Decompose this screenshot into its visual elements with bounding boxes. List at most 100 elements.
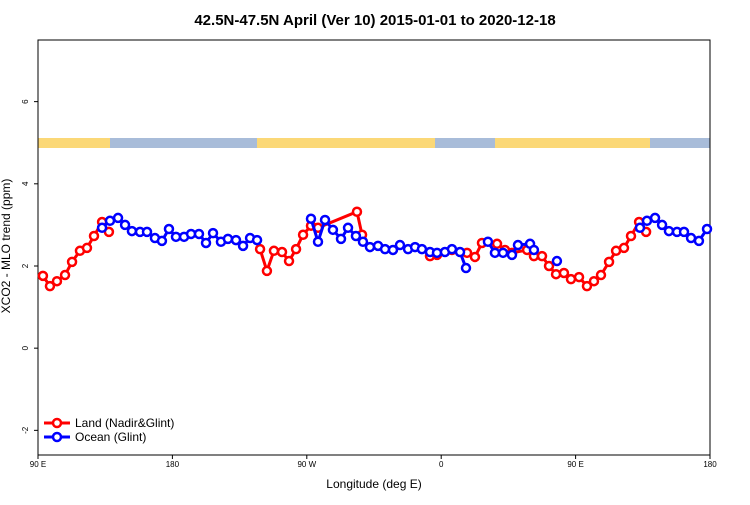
x-tick-label: 180 <box>703 460 717 469</box>
data-point <box>634 222 646 234</box>
data-point <box>551 255 563 267</box>
data-point <box>565 273 577 285</box>
data-point <box>312 236 324 247</box>
data-point <box>297 229 309 241</box>
data-point <box>394 239 406 251</box>
legend-label: Land (Nadir&Glint) <box>75 416 174 430</box>
data-point <box>319 214 331 226</box>
data-point <box>163 223 175 235</box>
data-point <box>506 249 518 261</box>
data-point <box>678 226 690 238</box>
data-point <box>454 246 466 258</box>
strip-ocean <box>435 138 495 148</box>
data-point <box>595 269 607 281</box>
legend-marker <box>51 417 63 429</box>
data-point <box>305 213 317 224</box>
strip-land <box>38 138 110 148</box>
x-tick-label: 0 <box>439 460 444 469</box>
data-point <box>416 243 428 255</box>
legend-marker <box>51 431 63 443</box>
data-point <box>283 255 295 267</box>
data-point <box>59 269 71 281</box>
land-ocean-strip <box>38 138 710 148</box>
plot-frame <box>37 39 711 456</box>
data-point <box>230 234 242 246</box>
data-point <box>193 228 205 240</box>
data-point <box>357 236 369 247</box>
data-point <box>460 262 472 274</box>
data-point <box>693 235 705 247</box>
y-tick-label: 0 <box>21 345 30 350</box>
data-point <box>350 230 362 242</box>
data-point <box>641 215 653 227</box>
y-tick-label: -2 <box>21 426 30 434</box>
data-point <box>581 280 593 292</box>
x-tick-label: 180 <box>166 460 180 469</box>
data-point <box>126 225 138 237</box>
data-point <box>588 275 600 287</box>
strip-ocean <box>650 138 710 148</box>
data-point <box>207 227 219 239</box>
data-point <box>550 268 562 280</box>
y-tick-label: 2 <box>21 263 30 268</box>
data-point <box>104 215 116 227</box>
data-point <box>558 267 570 279</box>
data-point <box>351 206 363 218</box>
data-point <box>222 233 234 245</box>
data-point <box>170 231 182 243</box>
data-point <box>573 271 585 283</box>
data-point <box>200 237 212 249</box>
data-point <box>528 244 540 256</box>
y-axis-label: XCO2 - MLO trend (ppm) <box>0 179 13 314</box>
data-point <box>268 245 280 257</box>
data-point <box>625 230 637 242</box>
data-point <box>543 260 555 272</box>
data-point <box>482 236 494 247</box>
data-point <box>237 240 249 252</box>
data-point <box>156 235 168 247</box>
data-point <box>335 233 347 245</box>
data-point <box>66 256 78 268</box>
data-point <box>701 223 713 235</box>
data-point <box>141 226 153 238</box>
data-point <box>387 244 399 256</box>
data-point <box>536 250 548 262</box>
data-point <box>342 222 354 234</box>
y-tick-label: 4 <box>21 181 30 186</box>
data-point <box>276 246 288 258</box>
y-tick-label: 6 <box>21 99 30 104</box>
x-tick-label: 90 E <box>567 460 583 469</box>
data-point <box>327 224 339 236</box>
strip-ocean <box>110 138 257 148</box>
strip-land <box>495 138 650 148</box>
data-point <box>254 243 266 255</box>
data-point <box>96 222 108 234</box>
data-point <box>290 243 302 255</box>
data-point <box>469 251 481 263</box>
strip-land <box>257 138 435 148</box>
data-point <box>512 239 524 251</box>
data-point <box>261 265 273 277</box>
data-point <box>656 219 668 231</box>
data-point <box>88 230 100 242</box>
data-point <box>603 256 615 268</box>
data-point <box>446 243 458 255</box>
data-point <box>618 242 630 254</box>
data-point <box>663 225 675 237</box>
data-point <box>81 242 93 254</box>
data-point <box>44 280 56 292</box>
data-point <box>491 238 503 250</box>
data-point <box>112 212 124 224</box>
data-point <box>497 247 509 259</box>
legend-label: Ocean (Glint) <box>75 430 146 444</box>
data-point <box>37 270 49 282</box>
data-point <box>251 234 263 246</box>
chart-title: 42.5N-47.5N April (Ver 10) 2015-01-01 to… <box>194 12 555 29</box>
data-point <box>119 219 131 231</box>
x-tick-label: 90 E <box>30 460 46 469</box>
data-point <box>649 212 661 224</box>
data-point <box>364 241 376 253</box>
x-axis-label: Longitude (deg E) <box>326 477 421 491</box>
data-point <box>489 247 501 259</box>
